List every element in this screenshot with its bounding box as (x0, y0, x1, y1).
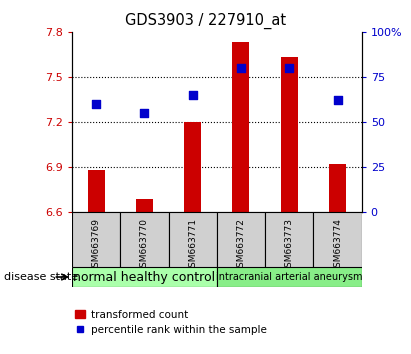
Bar (184, 122, 201, 212)
Bar (88, 170, 104, 212)
Text: disease state: disease state (4, 272, 78, 282)
Bar (281, 57, 298, 212)
Point (286, 65, 293, 71)
Bar (233, 42, 249, 212)
Point (238, 65, 244, 71)
Text: GSM663769: GSM663769 (92, 218, 101, 273)
Text: GSM663774: GSM663774 (333, 218, 342, 273)
Bar (217, 212, 265, 267)
Text: GSM663770: GSM663770 (140, 218, 149, 273)
Point (334, 98, 341, 103)
Bar (265, 212, 314, 267)
Bar (72, 267, 217, 287)
Text: GSM663771: GSM663771 (188, 218, 197, 273)
Bar (329, 164, 346, 212)
Bar (169, 212, 217, 267)
Text: normal healthy control: normal healthy control (73, 270, 215, 284)
Text: GSM663772: GSM663772 (236, 218, 245, 273)
Bar (314, 212, 362, 267)
Bar (72, 212, 120, 267)
Bar (217, 267, 362, 287)
Text: GSM663773: GSM663773 (285, 218, 294, 273)
Text: intracranial arterial aneurysm: intracranial arterial aneurysm (216, 272, 363, 282)
Point (93, 101, 99, 107)
Point (189, 92, 196, 98)
Bar (120, 212, 169, 267)
Point (141, 110, 148, 116)
Legend: transformed count, percentile rank within the sample: transformed count, percentile rank withi… (75, 309, 267, 335)
Bar (136, 199, 153, 212)
Text: GDS3903 / 227910_at: GDS3903 / 227910_at (125, 12, 286, 29)
